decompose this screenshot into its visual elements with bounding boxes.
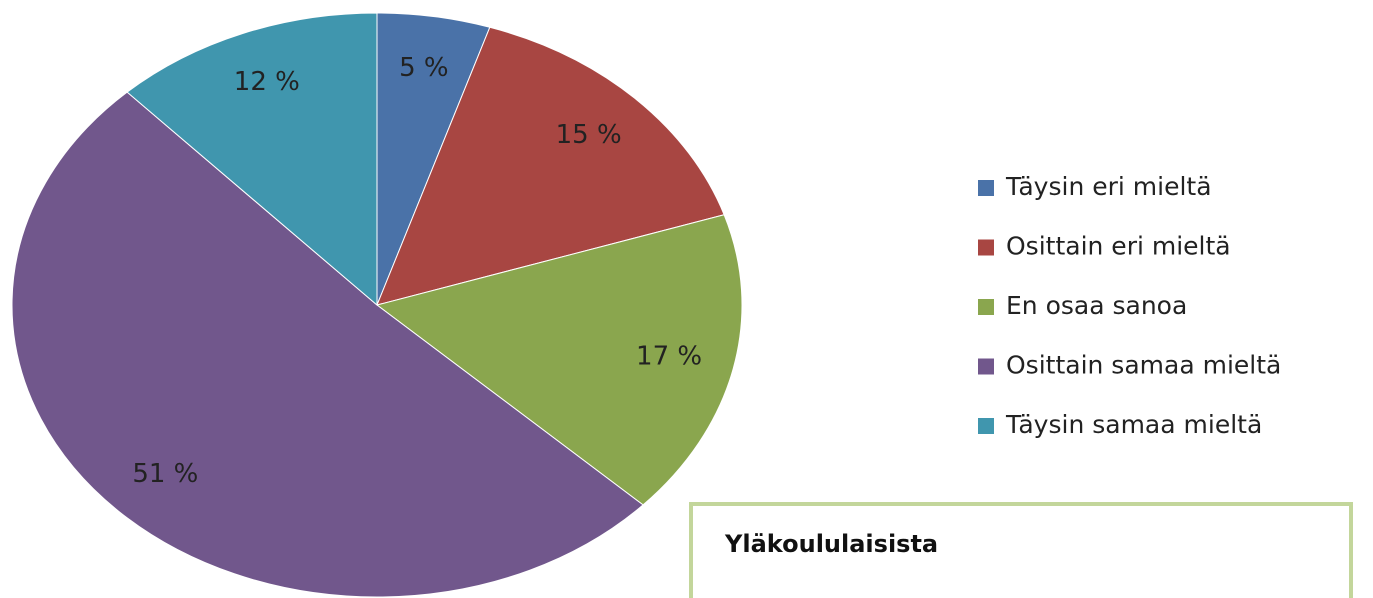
data-label: 17 % — [636, 342, 702, 372]
data-label: 12 % — [234, 67, 300, 97]
pie-slice — [375, 214, 743, 506]
pie-slice — [126, 12, 378, 307]
data-label: 15 % — [556, 120, 622, 150]
data-label: 5 % — [399, 53, 449, 83]
legend-swatch — [978, 358, 994, 375]
annotation-box — [689, 502, 1353, 598]
legend: Täysin eri mieltä Osittain eri mieltä En o… — [978, 172, 1281, 439]
legend-label: Osittain samaa mieltä — [1006, 351, 1281, 380]
legend-swatch — [978, 418, 994, 434]
pie: 5 % 15 % 17 % 51 % 12 % — [11, 12, 743, 598]
annotation: Yläkoululaisista — [724, 530, 938, 558]
legend-swatch — [978, 239, 994, 256]
pie-slice — [11, 91, 644, 598]
data-label: 51 % — [132, 459, 198, 489]
legend-label: Täysin samaa mieltä — [1005, 410, 1262, 439]
legend-label: Osittain eri mieltä — [1006, 232, 1231, 261]
legend-label: Täysin eri mieltä — [1005, 172, 1212, 201]
pie-slice — [376, 26, 725, 306]
legend-label: En osaa sanoa — [1006, 291, 1187, 320]
legend-swatch — [978, 180, 994, 196]
legend-swatch — [978, 299, 994, 315]
